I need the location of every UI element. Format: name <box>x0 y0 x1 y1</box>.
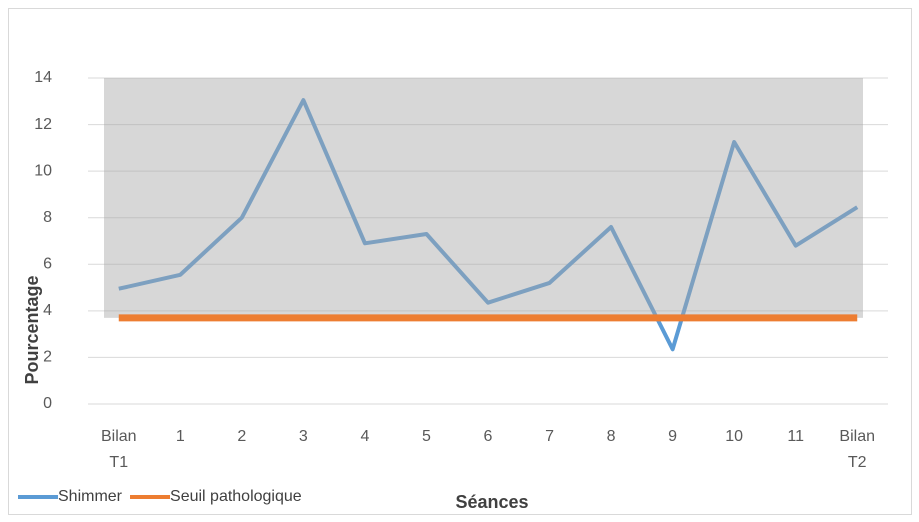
y-tick-label: 0 <box>43 395 52 412</box>
x-tick-label: 2 <box>237 428 247 445</box>
x-tick-label: 9 <box>668 428 678 445</box>
y-tick-label: 10 <box>34 162 52 179</box>
x-tick-label: 6 <box>483 428 493 445</box>
x-tick-label: 3 <box>298 428 308 445</box>
x-tick-label: 4 <box>360 428 370 445</box>
x-axis-title: Séances <box>455 492 528 512</box>
x-tick-label: Bilan T2 <box>839 428 875 471</box>
x-tick-label: 8 <box>606 428 616 445</box>
x-tick-label: 7 <box>545 428 554 445</box>
legend-label: Shimmer <box>58 488 123 505</box>
shaded-zone <box>104 78 863 318</box>
y-tick-label: 6 <box>43 256 52 273</box>
series-line <box>118 98 859 352</box>
y-tick-label: 14 <box>34 69 52 86</box>
y-tick-label: 12 <box>34 116 52 133</box>
legend-label: Seuil pathologique <box>170 488 302 505</box>
chart-border <box>8 8 912 515</box>
y-tick-label: 2 <box>43 349 52 366</box>
y-tick-label: 4 <box>43 302 52 319</box>
y-axis-title: Pourcentage <box>22 275 42 384</box>
x-tick-label: 10 <box>725 428 744 445</box>
x-tick-label: 11 <box>787 428 804 445</box>
x-tick-label: 5 <box>422 428 431 445</box>
y-tick-label: 8 <box>43 209 52 226</box>
x-tick-label: Bilan T1 <box>100 428 137 471</box>
x-tick-label: 1 <box>175 428 185 445</box>
